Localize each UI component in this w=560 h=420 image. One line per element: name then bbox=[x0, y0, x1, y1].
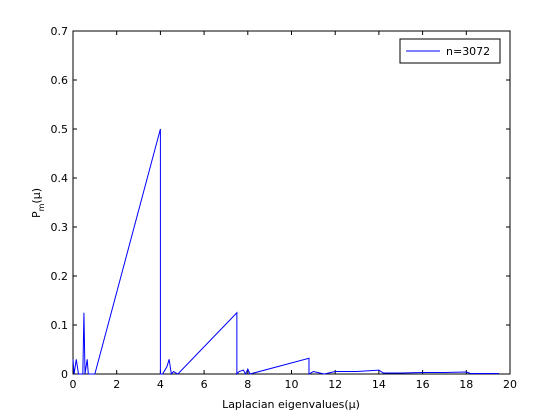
y-axis-label: Pm(μ) bbox=[30, 188, 46, 218]
y-tick-label: 0.3 bbox=[51, 221, 69, 234]
x-tick-label: 10 bbox=[285, 378, 299, 391]
x-tick-label: 0 bbox=[70, 378, 77, 391]
y-tick-label: 0.4 bbox=[51, 172, 69, 185]
x-tick-label: 16 bbox=[416, 378, 430, 391]
x-tick-label: 18 bbox=[459, 378, 473, 391]
y-tick-label: 0.6 bbox=[51, 74, 69, 87]
x-axis-label: Laplacian eigenvalues(μ) bbox=[222, 398, 360, 411]
y-tick-label: 0.5 bbox=[51, 123, 69, 136]
y-tick-label: 0.1 bbox=[51, 319, 69, 332]
x-tick-label: 8 bbox=[244, 378, 251, 391]
x-tick-label: 6 bbox=[201, 378, 208, 391]
y-label-rest: (μ) bbox=[30, 188, 43, 204]
y-tick-label: 0.7 bbox=[51, 25, 69, 38]
x-tick-label: 12 bbox=[328, 378, 342, 391]
y-tick-label: 0.2 bbox=[51, 270, 69, 283]
x-tick-label: 20 bbox=[503, 378, 517, 391]
x-tick-label: 14 bbox=[372, 378, 386, 391]
data-line bbox=[72, 128, 500, 376]
x-tick-label: 4 bbox=[157, 378, 164, 391]
plot-area bbox=[72, 30, 511, 375]
x-tick-label: 2 bbox=[113, 378, 120, 391]
y-tick-label: 0 bbox=[61, 368, 68, 381]
y-label-sub: m bbox=[37, 203, 46, 211]
y-label-base: P bbox=[30, 211, 43, 218]
legend-label: n=3072 bbox=[446, 45, 490, 58]
